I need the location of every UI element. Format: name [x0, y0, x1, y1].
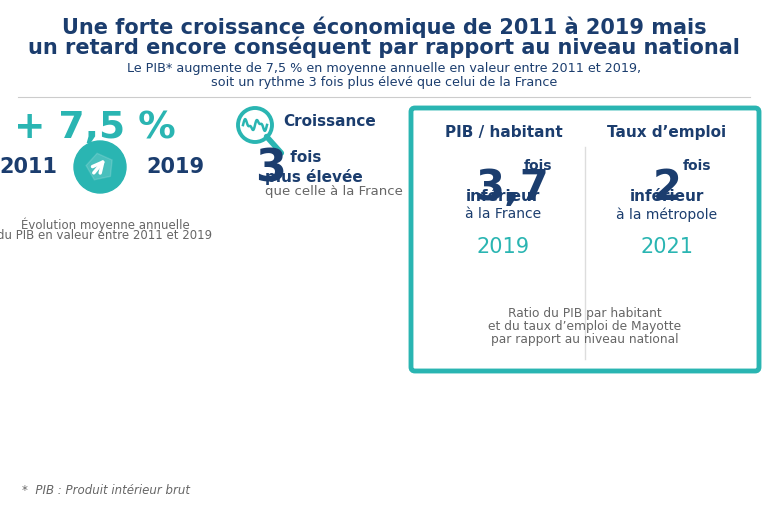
- Polygon shape: [86, 153, 112, 180]
- Text: 2019: 2019: [146, 157, 204, 177]
- Text: un retard encore conséquent par rapport au niveau national: un retard encore conséquent par rapport …: [28, 36, 740, 58]
- Text: par rapport au niveau national: par rapport au niveau national: [492, 333, 679, 346]
- Text: 3: 3: [255, 148, 286, 191]
- Circle shape: [74, 141, 126, 193]
- Text: fois: fois: [683, 159, 711, 173]
- Text: Ratio du PIB par habitant: Ratio du PIB par habitant: [508, 307, 662, 320]
- Text: fois: fois: [524, 159, 552, 173]
- Text: PIB / habitant: PIB / habitant: [445, 125, 562, 140]
- Text: du PIB en valeur entre 2011 et 2019: du PIB en valeur entre 2011 et 2019: [0, 229, 213, 242]
- FancyBboxPatch shape: [411, 108, 759, 371]
- Text: Une forte croissance économique de 2011 à 2019 mais: Une forte croissance économique de 2011 …: [61, 17, 707, 39]
- Text: + 7,5 %: + 7,5 %: [14, 110, 176, 146]
- Text: inférieur: inférieur: [630, 189, 703, 204]
- Text: que celle à la France: que celle à la France: [265, 185, 403, 198]
- Text: Le PIB* augmente de 7,5 % en moyenne annuelle en valeur entre 2011 et 2019,: Le PIB* augmente de 7,5 % en moyenne ann…: [127, 62, 641, 75]
- Text: fois: fois: [285, 150, 321, 165]
- Text: à la métropole: à la métropole: [616, 207, 717, 221]
- Text: Taux d’emploi: Taux d’emploi: [607, 125, 727, 140]
- Text: Évolution moyenne annuelle: Évolution moyenne annuelle: [21, 217, 190, 232]
- Text: 3,7: 3,7: [475, 167, 549, 209]
- Text: 2019: 2019: [477, 237, 530, 257]
- Text: plus élevée: plus élevée: [265, 169, 362, 185]
- Text: *  PIB : Produit intérieur brut: * PIB : Produit intérieur brut: [22, 484, 190, 497]
- Text: inférieur: inférieur: [466, 189, 541, 204]
- Text: 2021: 2021: [640, 237, 693, 257]
- Text: à la France: à la France: [465, 207, 541, 221]
- Text: soit un rythme 3 fois plus élevé que celui de la France: soit un rythme 3 fois plus élevé que cel…: [211, 76, 557, 89]
- Text: 2: 2: [653, 167, 681, 209]
- Text: 2011: 2011: [0, 157, 57, 177]
- Text: et du taux d’emploi de Mayotte: et du taux d’emploi de Mayotte: [488, 320, 681, 333]
- Text: Croissance: Croissance: [283, 114, 376, 129]
